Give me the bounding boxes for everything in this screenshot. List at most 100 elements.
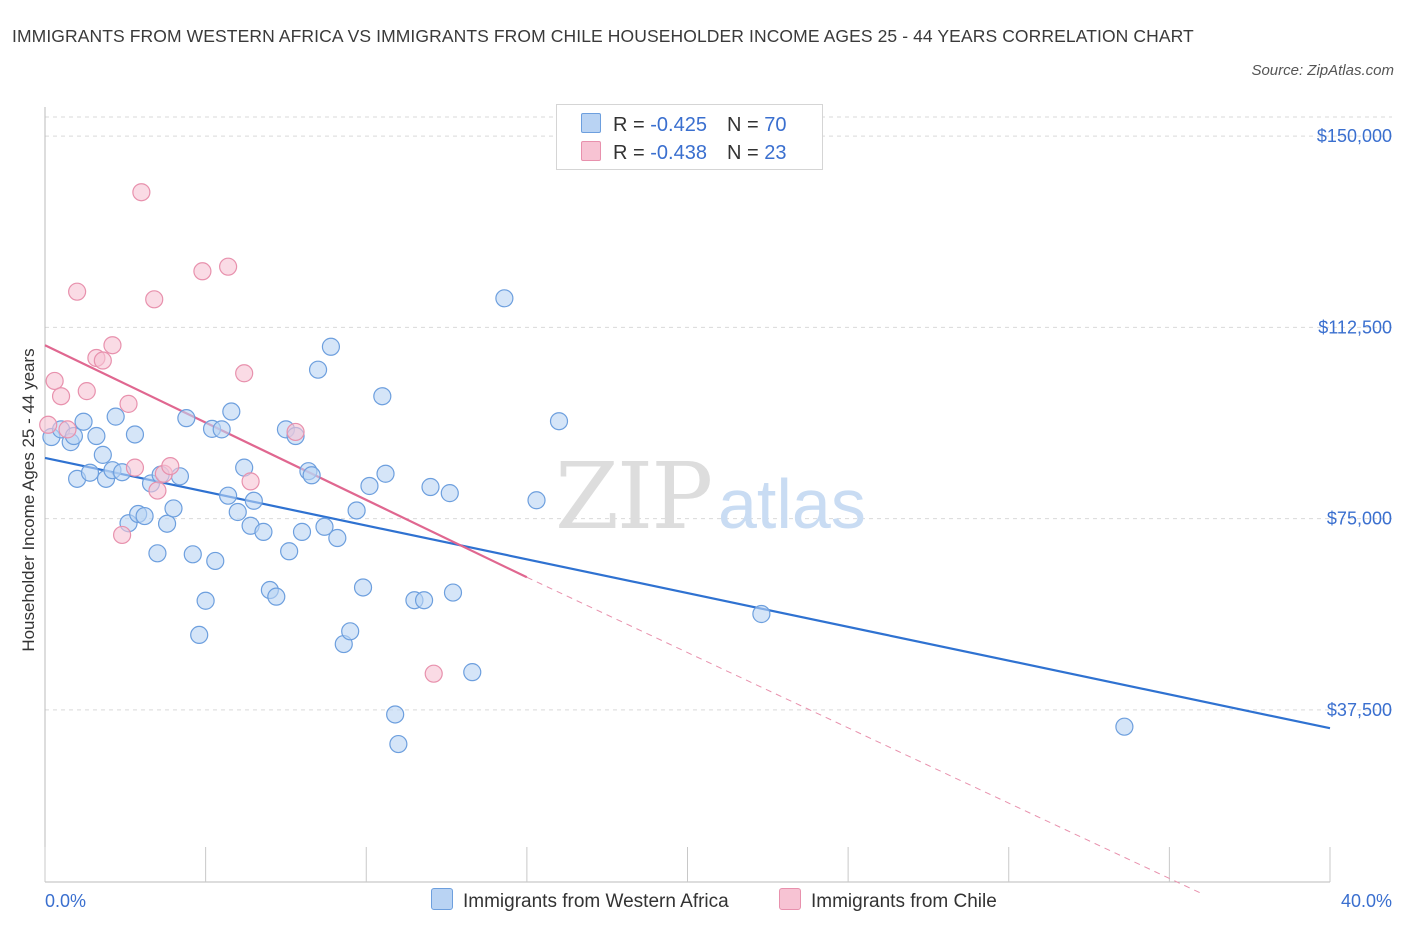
- legend-row-chile: R = -0.438 N = 23: [581, 141, 786, 165]
- point-western-africa: [190, 625, 209, 645]
- legend-r-label: R =: [613, 142, 651, 164]
- legend-swatch-chile: [581, 141, 601, 161]
- point-chile: [145, 290, 164, 309]
- point-western-africa: [463, 663, 482, 682]
- point-western-africa: [549, 412, 569, 431]
- point-western-africa: [125, 425, 145, 444]
- point-western-africa: [280, 542, 299, 561]
- point-western-africa: [206, 551, 225, 571]
- point-western-africa: [228, 502, 247, 522]
- bottom-legend-swatch-western-africa: [431, 888, 453, 910]
- point-western-africa: [135, 506, 154, 526]
- point-western-africa: [148, 544, 167, 563]
- point-western-africa: [389, 734, 408, 754]
- point-western-africa: [222, 402, 241, 421]
- point-western-africa: [267, 587, 286, 606]
- point-western-africa: [308, 360, 328, 379]
- point-western-africa: [93, 445, 112, 464]
- point-chile: [45, 371, 64, 391]
- y-tick-label: $112,500: [1318, 317, 1392, 337]
- watermark-atlas: atlas: [718, 465, 866, 543]
- point-chile: [93, 351, 112, 370]
- grid-lines: [45, 116, 1392, 711]
- point-western-africa: [302, 466, 321, 485]
- y-tick-label: $75,000: [1327, 509, 1392, 529]
- point-western-africa: [292, 522, 312, 541]
- point-western-africa: [328, 528, 347, 548]
- point-western-africa: [254, 522, 273, 541]
- point-western-africa: [219, 486, 238, 505]
- point-chile: [424, 664, 443, 683]
- point-chile: [241, 472, 260, 491]
- legend-row-western-africa: R = -0.425 N = 70: [581, 113, 786, 137]
- bottom-legend-label: Immigrants from Chile: [811, 891, 997, 912]
- point-western-africa: [321, 337, 341, 356]
- legend-r-value: -0.438: [650, 142, 707, 164]
- point-western-africa: [87, 426, 106, 446]
- legend-r-value: -0.425: [650, 114, 707, 136]
- point-chile: [103, 336, 122, 355]
- point-western-africa: [440, 484, 459, 503]
- point-western-africa: [414, 591, 434, 610]
- legend-swatch-western-africa: [581, 113, 601, 133]
- axes: [44, 107, 1331, 883]
- legend-r-label: R =: [613, 114, 651, 136]
- legend-n-label: N =: [726, 142, 765, 164]
- point-western-africa: [315, 517, 334, 536]
- point-western-africa: [157, 514, 177, 533]
- point-western-africa: [341, 622, 360, 641]
- point-western-africa: [196, 591, 215, 610]
- point-chile: [125, 458, 145, 477]
- legend: R = -0.425 N = 70 R = -0.438 N = 23: [556, 104, 823, 170]
- point-chile: [51, 387, 71, 406]
- point-western-africa: [360, 476, 379, 496]
- bottom-legend-chile: Immigrants from Chile: [779, 888, 997, 913]
- point-western-africa: [177, 409, 196, 428]
- watermark: ZIP atlas: [555, 443, 866, 550]
- point-western-africa: [373, 387, 392, 406]
- point-chile: [235, 364, 254, 383]
- point-chile: [132, 183, 151, 202]
- point-western-africa: [495, 289, 514, 308]
- point-chile: [219, 257, 238, 276]
- bottom-legend-western-africa: Immigrants from Western Africa: [431, 888, 729, 913]
- bottom-legend-swatch-chile: [779, 888, 801, 910]
- trend-line-chile-extension: [526, 576, 1202, 894]
- point-western-africa: [74, 412, 93, 431]
- watermark-zip: ZIP: [555, 443, 711, 550]
- point-chile: [193, 262, 212, 281]
- point-chile: [161, 456, 180, 476]
- point-western-africa: [386, 705, 405, 724]
- legend-n-value: 23: [764, 142, 787, 164]
- y-tick-label: $150,000: [1317, 126, 1392, 146]
- legend-n-value: 70: [764, 114, 787, 136]
- point-western-africa: [752, 604, 771, 624]
- point-western-africa: [244, 491, 263, 510]
- source-label: Source: ZipAtlas.com: [1251, 62, 1394, 79]
- point-western-africa: [347, 501, 366, 520]
- point-chile: [77, 382, 96, 401]
- point-western-africa: [376, 464, 395, 483]
- point-chile: [58, 420, 77, 439]
- point-chile: [119, 394, 138, 413]
- point-western-africa: [527, 491, 546, 510]
- tick-labels: $37,500 $75,000 $112,500 $150,000 0.0% 40.0%: [45, 126, 1392, 911]
- x-tick-label: 0.0%: [45, 891, 86, 911]
- point-chile: [148, 481, 167, 500]
- data-points: [39, 183, 1134, 754]
- trend-lines: [44, 344, 1331, 894]
- point-western-africa: [164, 499, 183, 518]
- point-western-africa: [421, 477, 440, 497]
- point-western-africa: [1115, 717, 1134, 736]
- point-western-africa: [443, 583, 463, 602]
- point-chile: [68, 282, 87, 301]
- point-western-africa: [183, 545, 202, 564]
- x-tick-label: 40.0%: [1341, 891, 1392, 911]
- point-western-africa: [106, 407, 125, 426]
- bottom-legend-label: Immigrants from Western Africa: [463, 891, 729, 912]
- y-tick-label: $37,500: [1327, 700, 1392, 720]
- point-chile: [39, 415, 58, 434]
- point-chile: [112, 525, 132, 545]
- point-western-africa: [80, 463, 100, 482]
